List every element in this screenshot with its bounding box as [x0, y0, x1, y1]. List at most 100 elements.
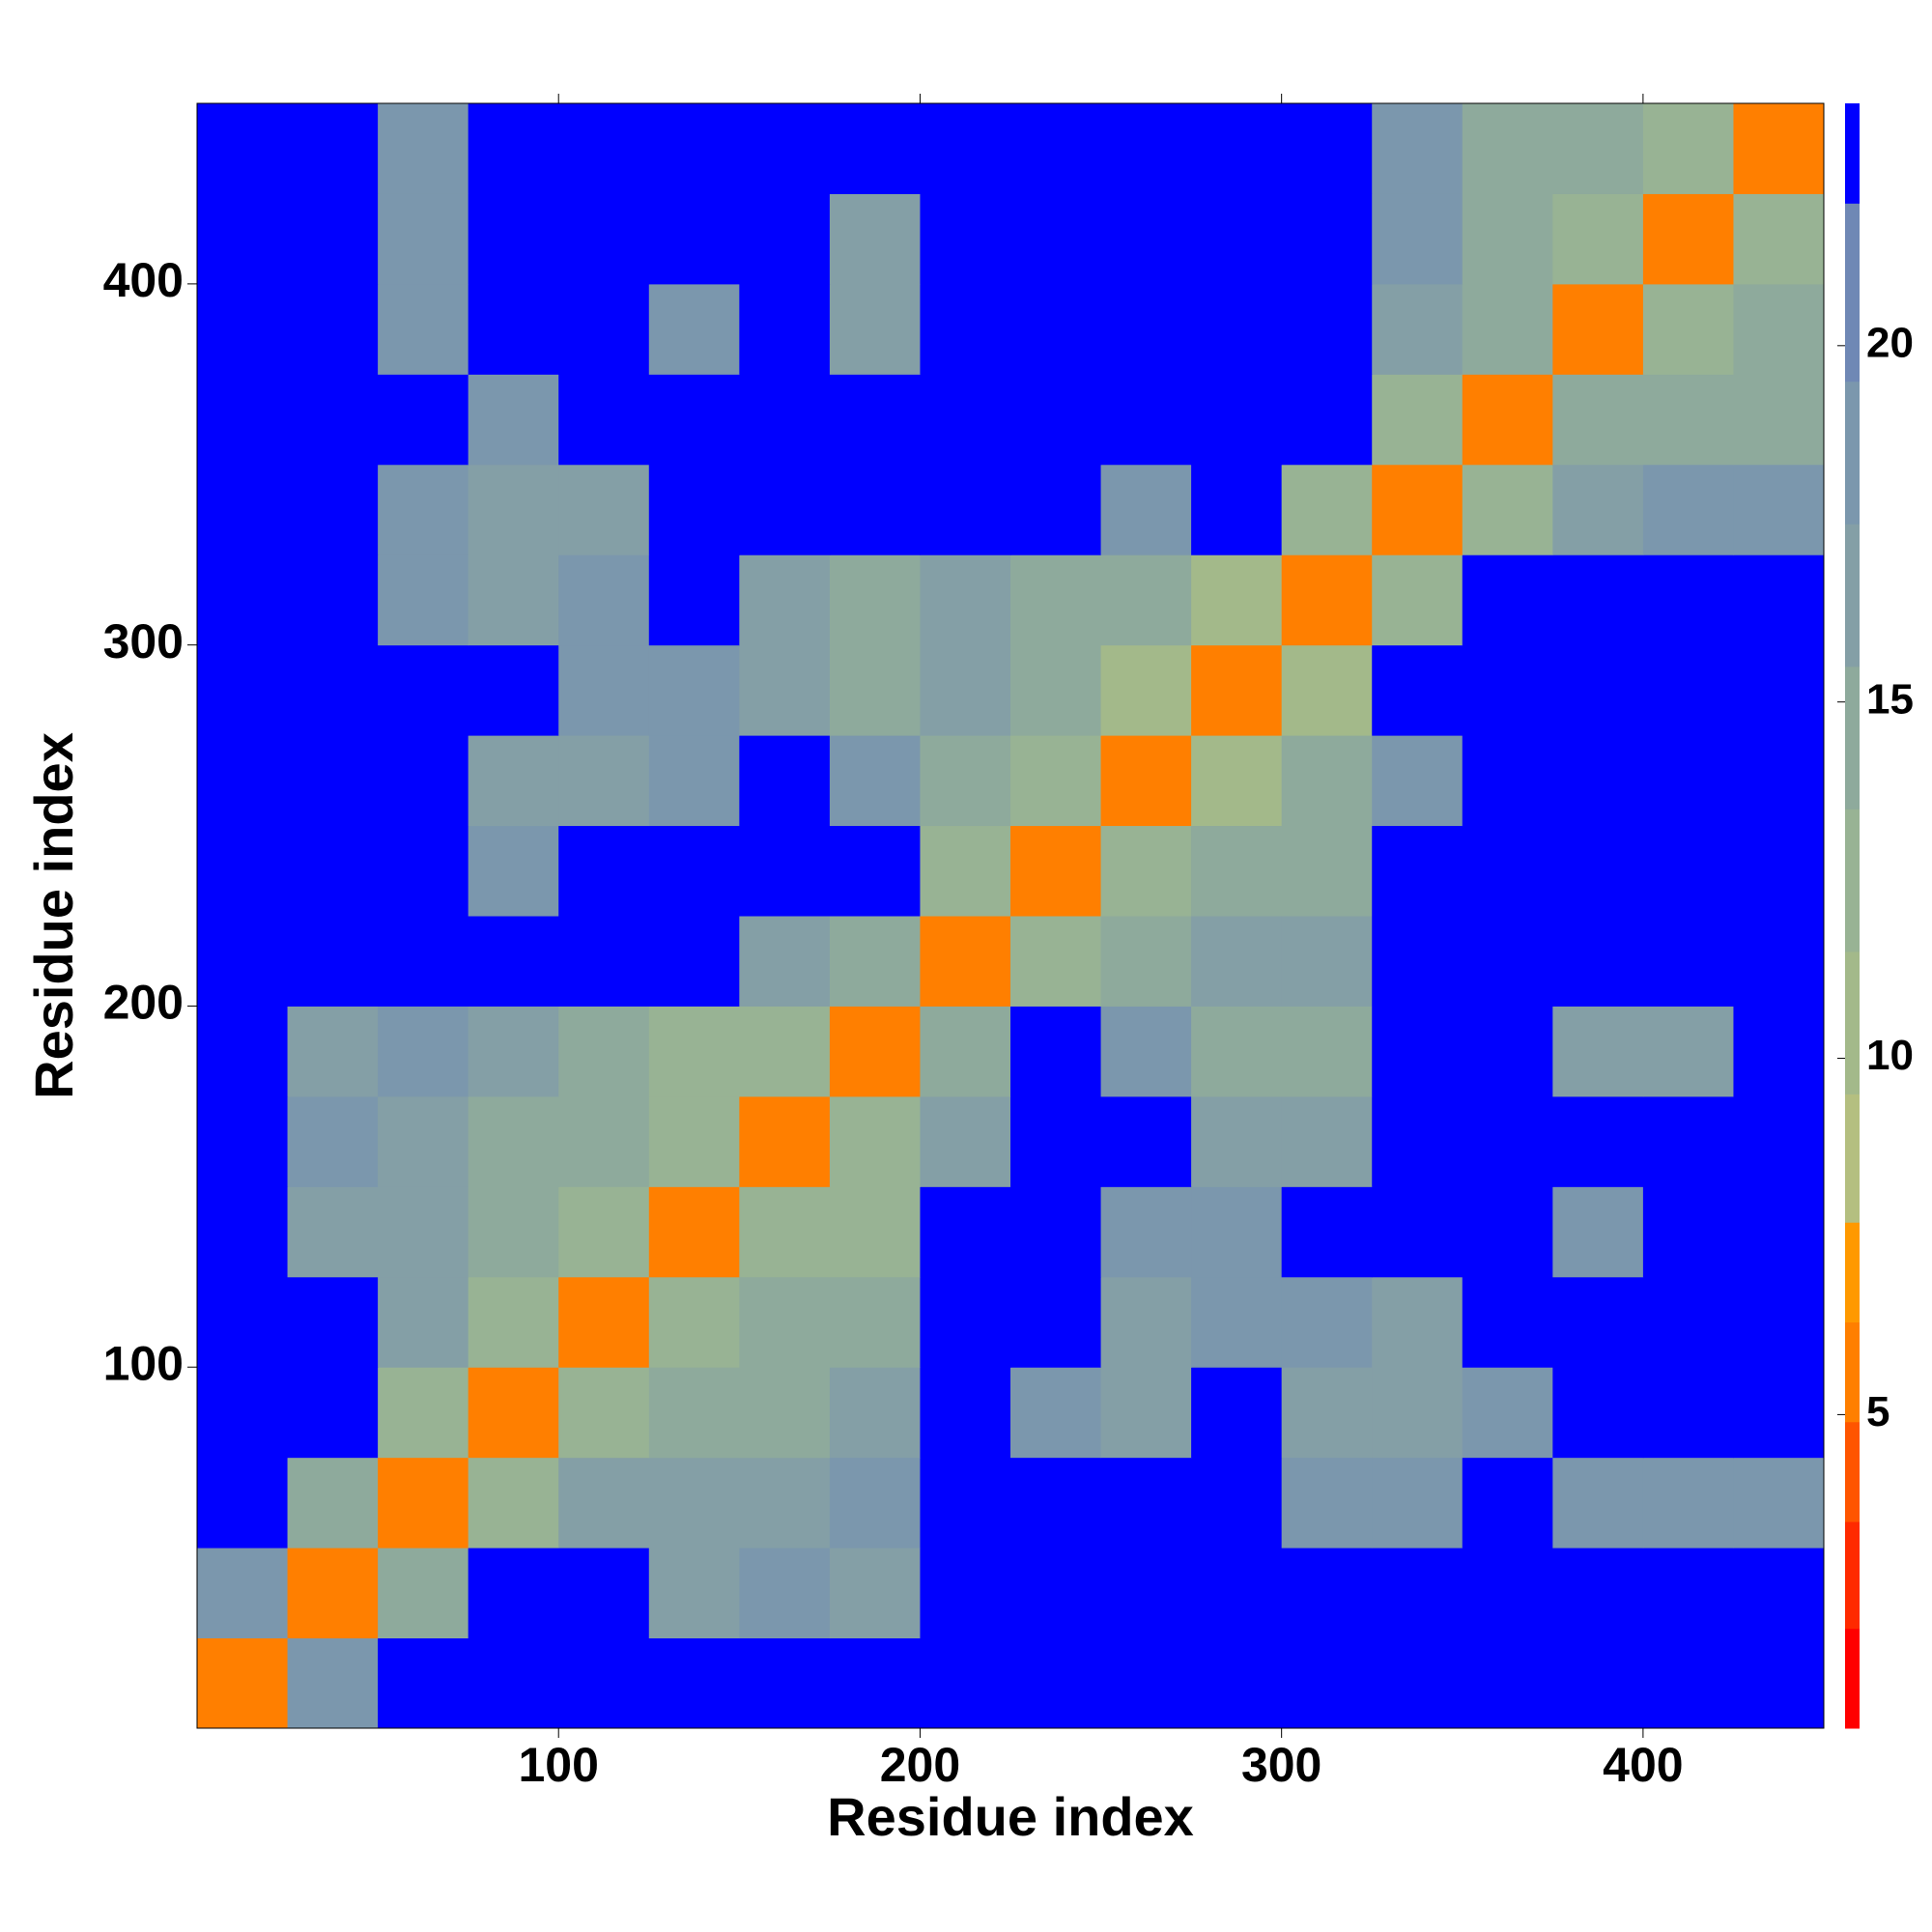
- heatmap-cell: [287, 103, 379, 194]
- heatmap-cell: [378, 1276, 469, 1368]
- heatmap-cell: [648, 1637, 740, 1729]
- heatmap-cell: [287, 1276, 379, 1368]
- heatmap-cell: [197, 1548, 289, 1639]
- heatmap-cell: [648, 464, 740, 555]
- heatmap-cell: [378, 1457, 469, 1548]
- heatmap-cell: [829, 374, 921, 466]
- heatmap-cell: [739, 1548, 831, 1639]
- heatmap-cell: [1010, 283, 1102, 375]
- heatmap-cell: [197, 916, 289, 1007]
- heatmap-cell: [739, 283, 831, 375]
- heatmap-cell: [1010, 193, 1102, 285]
- heatmap-cell: [648, 1276, 740, 1368]
- heatmap-cell: [1191, 103, 1283, 194]
- heatmap-cell: [739, 193, 831, 285]
- heatmap-cell: [1642, 1276, 1734, 1368]
- colorbar-segment: [1845, 1628, 1860, 1729]
- heatmap-cell: [468, 103, 559, 194]
- heatmap-cell: [1010, 464, 1102, 555]
- heatmap-cell: [558, 825, 650, 917]
- heatmap-cell: [378, 1186, 469, 1278]
- heatmap-cell: [378, 1637, 469, 1729]
- colorbar-segment: [1845, 381, 1860, 525]
- heatmap-cell: [197, 554, 289, 646]
- y-axis-title: Residue index: [23, 732, 84, 1099]
- heatmap-cell: [1462, 1367, 1553, 1459]
- heatmap-cell: [739, 103, 831, 194]
- heatmap-cell: [1552, 374, 1644, 466]
- heatmap-cell: [1733, 374, 1825, 466]
- heatmap-cell: [1281, 1186, 1373, 1278]
- heatmap-cell: [1642, 1095, 1734, 1187]
- heatmap-cell: [1100, 283, 1192, 375]
- heatmap-cell: [1642, 464, 1734, 555]
- heatmap-cell: [829, 825, 921, 917]
- heatmap-cell: [648, 825, 740, 917]
- heatmap-cell: [1281, 103, 1373, 194]
- heatmap-cell: [1010, 1637, 1102, 1729]
- heatmap-cell: [197, 1637, 289, 1729]
- heatmap-cell: [1372, 1457, 1463, 1548]
- heatmap-cell: [468, 1006, 559, 1097]
- heatmap-cell: [1191, 464, 1283, 555]
- heatmap-cell: [648, 735, 740, 827]
- heatmap-cell: [739, 1276, 831, 1368]
- heatmap-cell: [1552, 103, 1644, 194]
- heatmap-cell: [1552, 464, 1644, 555]
- heatmap-cell: [1733, 825, 1825, 917]
- heatmap-cell: [378, 825, 469, 917]
- heatmap-cell: [829, 1186, 921, 1278]
- x-tick-label: 400: [1603, 1738, 1683, 1792]
- heatmap-cell: [739, 1457, 831, 1548]
- heatmap-cell: [1372, 464, 1463, 555]
- heatmap-cell: [287, 916, 379, 1007]
- heatmap-cell: [739, 1186, 831, 1278]
- heatmap-cell: [1733, 1637, 1825, 1729]
- heatmap-cell: [378, 554, 469, 646]
- heatmap-cell: [1552, 1548, 1644, 1639]
- colorbar-segment: [1845, 524, 1860, 668]
- y-tick-label: 300: [103, 614, 184, 668]
- heatmap-cell: [1281, 464, 1373, 555]
- heatmap-cell: [1191, 1548, 1283, 1639]
- heatmap-cell: [648, 193, 740, 285]
- heatmap-cell: [558, 103, 650, 194]
- heatmap-cell: [468, 283, 559, 375]
- heatmap-cell: [1642, 644, 1734, 736]
- heatmap-cell: [1642, 554, 1734, 646]
- heatmap-cell: [829, 644, 921, 736]
- heatmap-cell: [1462, 1637, 1553, 1729]
- heatmap-cell: [197, 1457, 289, 1548]
- heatmap-cell: [1733, 1186, 1825, 1278]
- heatmap-cell: [558, 735, 650, 827]
- heatmap-cell: [920, 464, 1011, 555]
- heatmap-cell: [197, 1367, 289, 1459]
- heatmap-cell: [378, 644, 469, 736]
- heatmap-cell: [829, 1457, 921, 1548]
- heatmap-cell: [648, 554, 740, 646]
- heatmap-cell: [558, 644, 650, 736]
- heatmap-cell: [1372, 1186, 1463, 1278]
- heatmap-cell: [1010, 1276, 1102, 1368]
- heatmap-cell: [1733, 735, 1825, 827]
- heatmap-cell: [1552, 554, 1644, 646]
- heatmap-cell: [1281, 916, 1373, 1007]
- heatmap-cell: [1733, 1276, 1825, 1368]
- heatmap-cell: [920, 374, 1011, 466]
- heatmap-cell: [739, 464, 831, 555]
- heatmap-cell: [920, 1548, 1011, 1639]
- heatmap-cell: [1462, 464, 1553, 555]
- heatmap-cell: [1552, 1095, 1644, 1187]
- heatmap-cell: [829, 1006, 921, 1097]
- heatmap-cell: [648, 916, 740, 1007]
- heatmap-cell: [1462, 825, 1553, 917]
- heatmap-cell: [1733, 1367, 1825, 1459]
- heatmap-cell: [378, 916, 469, 1007]
- heatmap-cell: [468, 1637, 559, 1729]
- heatmap-cell: [287, 644, 379, 736]
- heatmap-cell: [468, 825, 559, 917]
- heatmap-cell: [1010, 1457, 1102, 1548]
- heatmap-cell: [1010, 916, 1102, 1007]
- heatmap-cell: [558, 1276, 650, 1368]
- heatmap-cell: [1100, 1637, 1192, 1729]
